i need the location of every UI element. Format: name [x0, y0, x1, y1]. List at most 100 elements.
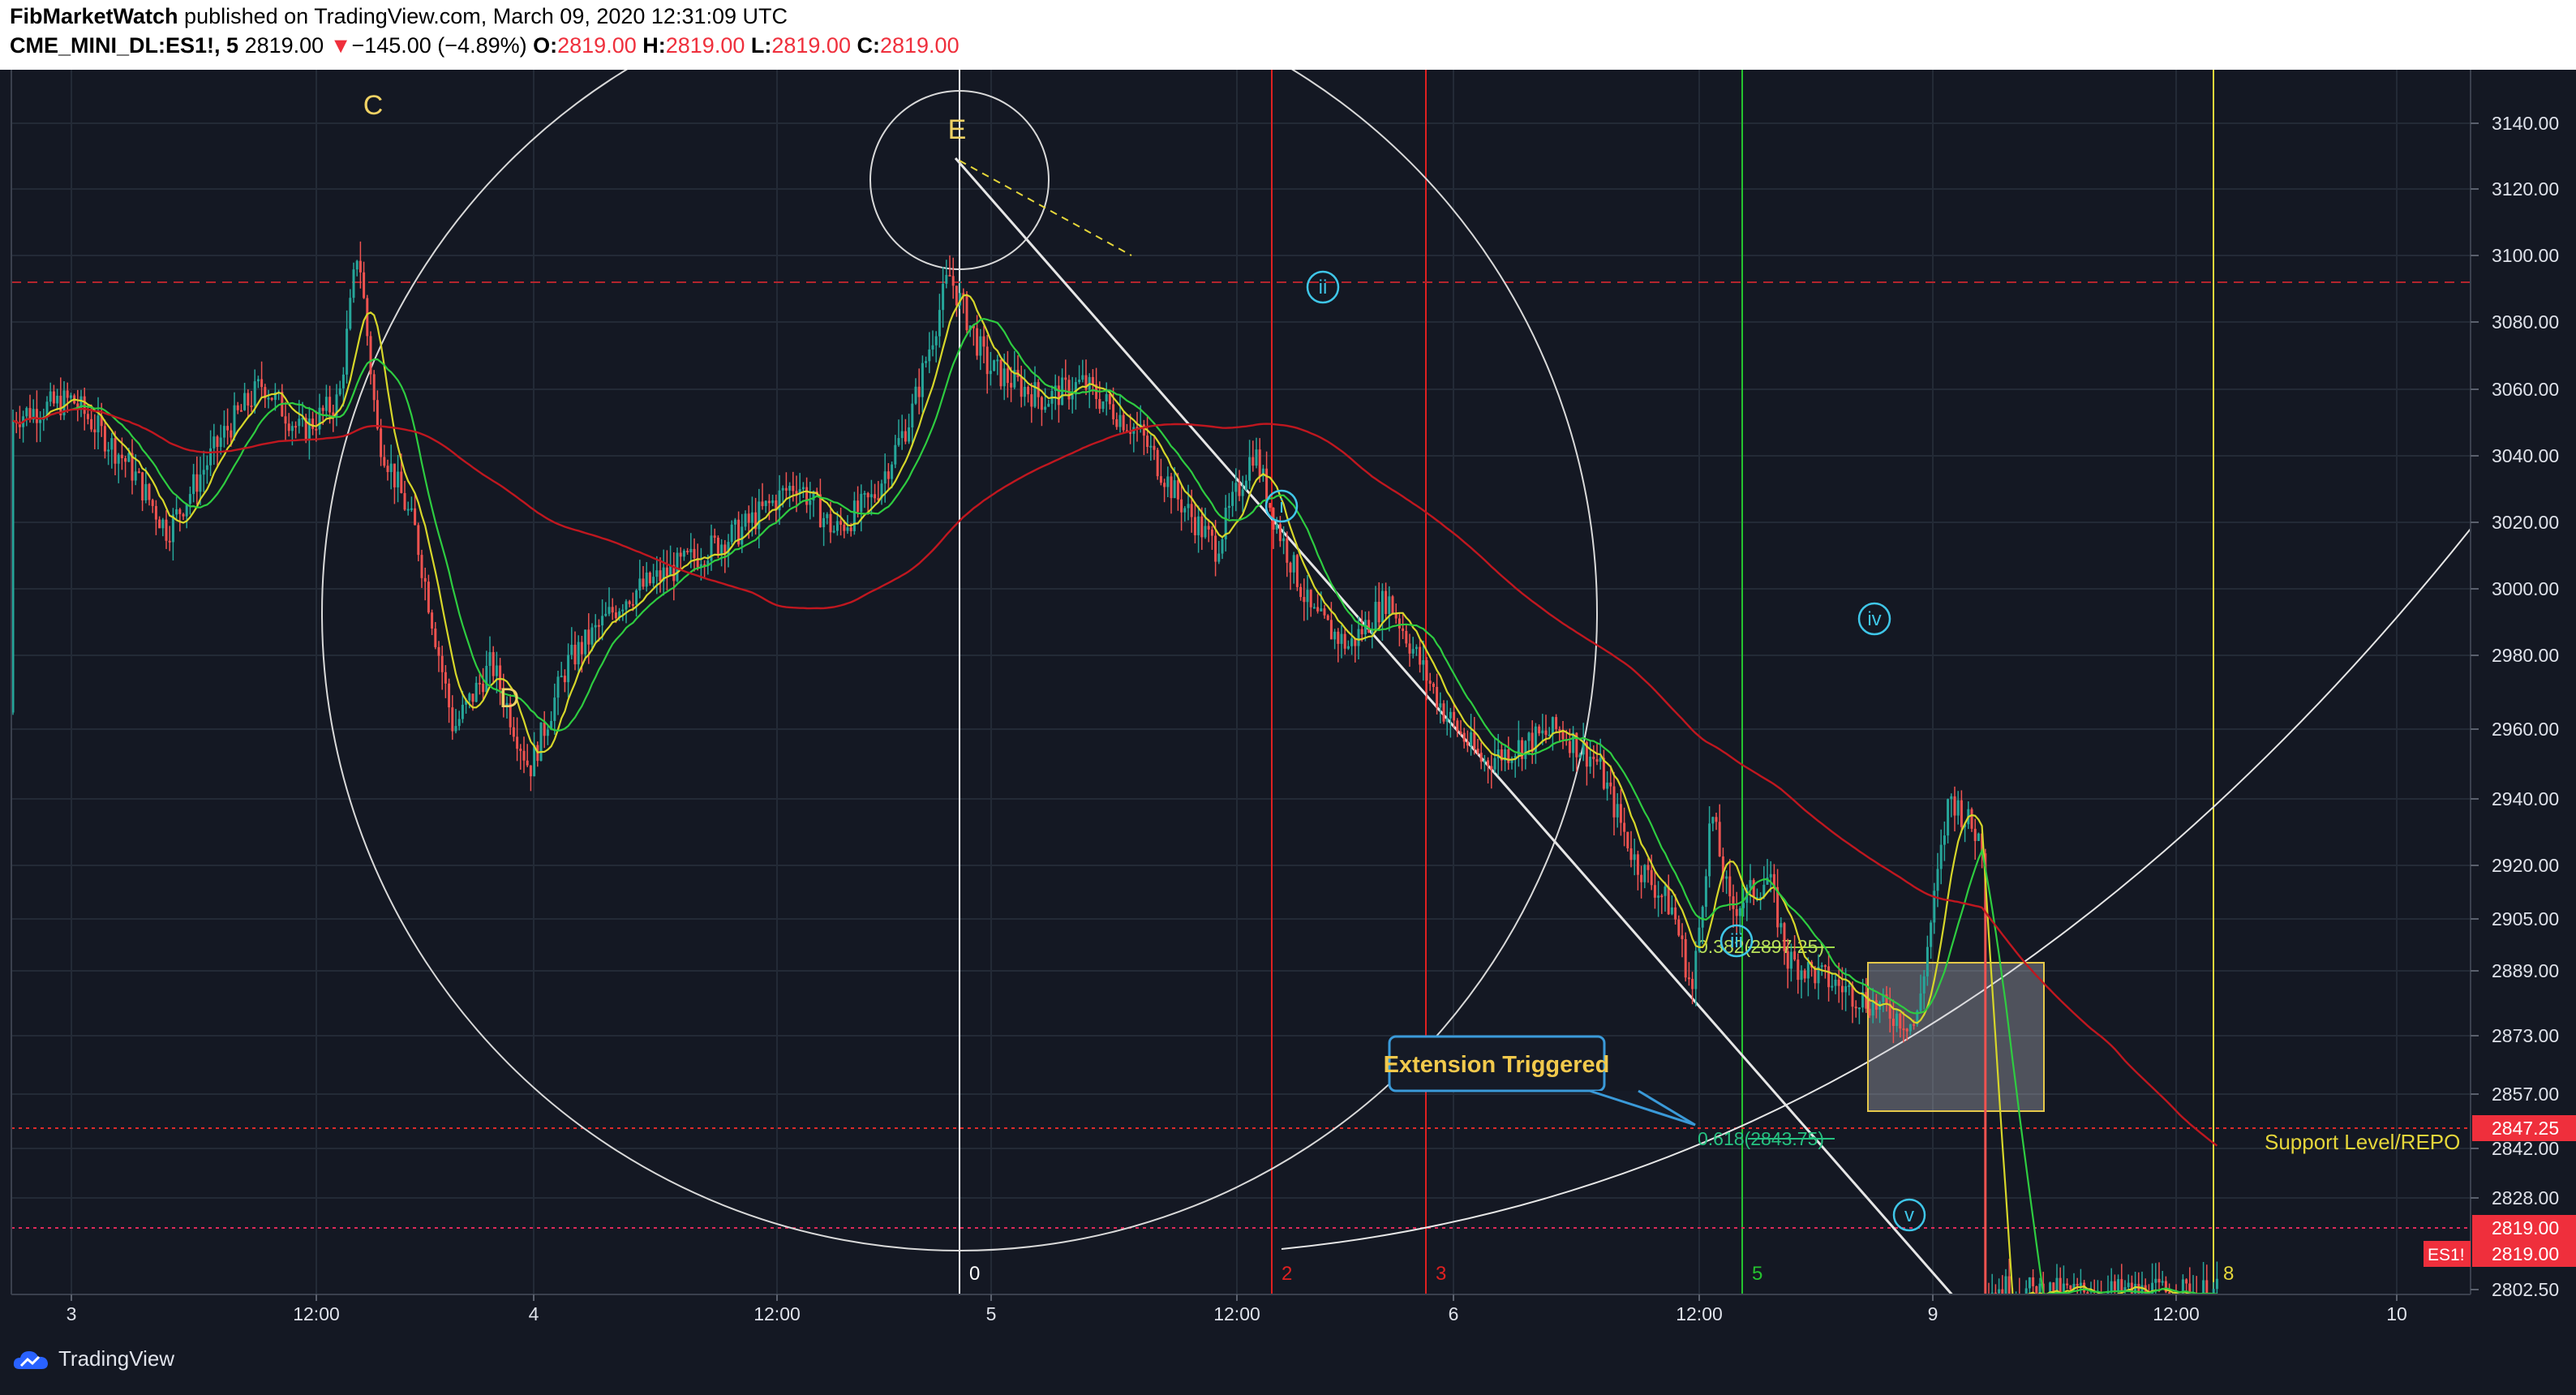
candle-body — [1163, 483, 1166, 487]
candle-body — [2188, 1283, 2192, 1294]
support-level-label: Support Level/REPO — [2265, 1130, 2460, 1154]
candle-body — [1306, 590, 1309, 603]
candle-body — [1592, 756, 1595, 760]
candle-body — [1010, 383, 1013, 388]
candle-body — [2168, 1292, 2171, 1294]
candle-body — [1200, 516, 1204, 538]
candle-body — [1303, 597, 1306, 603]
candle-body — [1922, 976, 1926, 994]
candle-body — [2212, 1289, 2215, 1294]
candle-body — [2134, 1283, 2137, 1294]
trend-line — [954, 157, 1954, 1294]
candle-body — [2032, 1277, 2035, 1286]
candle-body — [290, 426, 294, 431]
tradingview-logo-text: TradingView — [58, 1346, 175, 1371]
chart-grid — [11, 70, 2471, 1294]
candle-body — [465, 700, 468, 705]
candle-body — [434, 628, 437, 647]
candle-body — [86, 414, 89, 419]
candle-body — [1002, 368, 1006, 387]
candle-body — [1282, 538, 1286, 542]
candle-body — [1844, 986, 1848, 993]
candle-body — [1840, 985, 1844, 993]
symbol-name[interactable]: CME_MINI_DL:ES1!, 5 — [10, 33, 239, 58]
candle-body — [341, 374, 345, 388]
low-label: L: — [750, 33, 772, 58]
candle-body — [1112, 404, 1115, 419]
candle-body — [693, 548, 696, 559]
candle-body — [1187, 504, 1190, 509]
candle-body — [1568, 740, 1571, 753]
elliott-wave-circle — [1264, 489, 1299, 523]
candle-body — [1977, 833, 1980, 841]
time-tick-label: 9 — [1928, 1303, 1938, 1322]
candle-body — [604, 613, 608, 616]
price-tick-label: 2940.00 — [2492, 788, 2559, 809]
candle-body — [287, 423, 290, 431]
candle-body — [1732, 896, 1735, 909]
candle-body — [1217, 553, 1221, 562]
candle-body — [699, 564, 702, 568]
candle-body — [1377, 602, 1380, 623]
candle-body — [676, 552, 679, 582]
high-label: H: — [642, 33, 666, 58]
candle-body — [955, 285, 958, 306]
candle-body — [202, 470, 205, 475]
candle-body — [338, 388, 341, 395]
candle-body — [284, 416, 287, 424]
candle-body — [818, 494, 822, 528]
candle-body — [502, 689, 505, 706]
candle-body — [1265, 468, 1269, 504]
candle-body — [611, 607, 614, 613]
time-tick-label: 6 — [1449, 1303, 1459, 1322]
candle-body — [1149, 445, 1153, 448]
candle-body — [151, 500, 154, 506]
candle-body — [621, 609, 625, 612]
candle-body — [737, 519, 741, 545]
symbol-price-badge — [2472, 1241, 2576, 1267]
candle-body — [2015, 1297, 2017, 1303]
candle-body — [2011, 1302, 2014, 1303]
candle-body — [454, 726, 457, 732]
candle-body — [976, 328, 979, 356]
candle-body — [1908, 1024, 1912, 1032]
candle-body — [358, 260, 362, 273]
candle-body — [1453, 711, 1456, 721]
candle-body — [522, 750, 526, 761]
candle-body — [775, 500, 778, 511]
candle-body — [253, 381, 256, 406]
price-tick-label: 3140.00 — [2492, 113, 2559, 134]
ma-fast-line — [12, 294, 2218, 1294]
candle-body — [1445, 718, 1449, 722]
candle-body — [1660, 895, 1664, 898]
candle-body — [131, 453, 134, 481]
candle-body — [812, 491, 815, 501]
candle-body — [942, 283, 945, 311]
candle-body — [1936, 869, 1939, 891]
candle-body — [1289, 562, 1292, 573]
candle-body — [304, 418, 307, 441]
candle-body — [1691, 978, 1694, 989]
candle-body — [471, 693, 474, 702]
candle-body — [1275, 524, 1278, 530]
candle-body — [880, 483, 883, 499]
candle-body — [519, 749, 522, 751]
candle-body — [597, 625, 600, 627]
tradingview-logo[interactable]: TradingView — [11, 1346, 174, 1372]
candle-body — [883, 471, 887, 484]
price-axis-bg — [2471, 70, 2576, 1322]
candle-body — [256, 379, 260, 382]
candle-body — [25, 408, 28, 417]
price-tick-label: 2828.00 — [2492, 1187, 2559, 1208]
candle-body — [264, 387, 267, 399]
publisher-name[interactable]: FibMarketWatch — [10, 4, 178, 28]
candle-body — [754, 512, 758, 530]
candle-body — [83, 396, 86, 414]
candle-body — [860, 493, 863, 513]
candle-body — [900, 431, 904, 439]
candle-body — [1865, 992, 1868, 1009]
wave-label: E — [948, 114, 967, 145]
candle-body — [733, 519, 736, 525]
candle-body — [161, 519, 165, 529]
